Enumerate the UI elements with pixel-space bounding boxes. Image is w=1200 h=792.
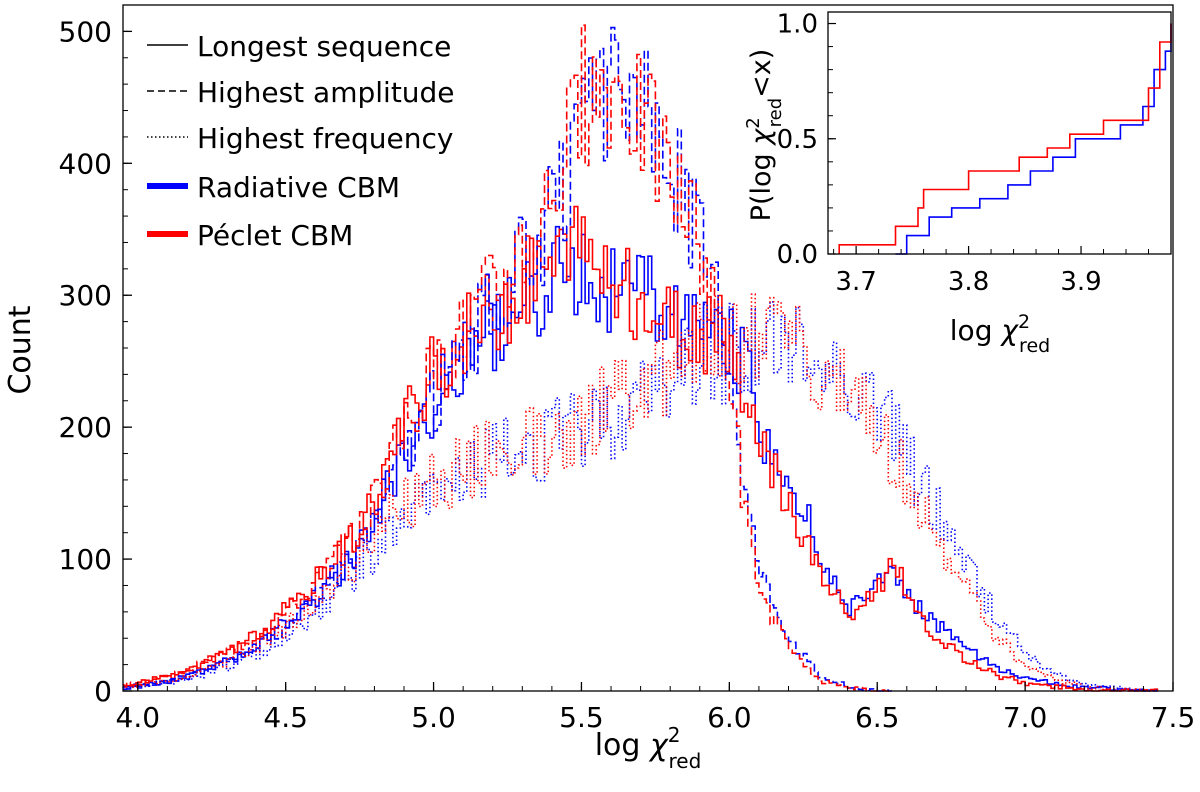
inset-y-tick-label: 0.5 — [777, 125, 818, 155]
legend-label: Radiative CBM — [197, 171, 400, 204]
x-tick-label: 5.5 — [559, 701, 604, 734]
main-x-axis-label: log χ2 red — [595, 723, 702, 773]
main-y-ticks: 0 100 200 300 400 500 — [59, 4, 132, 708]
inset-y-axis-label: P(log χ2red<x) — [743, 49, 786, 222]
histogram-series-line — [123, 293, 1159, 692]
inset-y-tick-label: 1.0 — [777, 10, 818, 40]
inset-x-tick-label: 3.8 — [948, 267, 989, 297]
y-tick-label: 300 — [59, 279, 112, 312]
x-tick-label: 4.0 — [116, 701, 161, 734]
histogram-series-line — [123, 26, 892, 692]
inset-x-tick-label: 3.9 — [1060, 267, 1101, 297]
inset-y-tick-label: 0.0 — [777, 240, 818, 270]
inset-x-ticks: 3.7 3.8 3.9 — [833, 246, 1150, 297]
legend-label: Highest amplitude — [197, 76, 455, 109]
main-x-axis-label-sub: red — [668, 749, 701, 773]
inset-y-axis-label-pre: P(log — [746, 145, 777, 222]
inset-x-axis-label-chi: χ — [999, 314, 1019, 347]
inset-x-axis-label-sup: 2 — [1018, 311, 1030, 333]
legend-label: Highest frequency — [197, 122, 453, 155]
main-x-axis-label-chi: χ — [648, 728, 669, 763]
cumulative-series-line — [838, 23, 1172, 254]
x-tick-label: 5.0 — [411, 701, 456, 734]
histogram-series-line — [123, 24, 892, 692]
inset-x-axis-label: log χ2 red — [950, 311, 1050, 357]
inset-x-axis-label-sub: red — [1019, 335, 1050, 357]
main-series-group — [123, 24, 1159, 692]
histogram-series-line — [123, 225, 1159, 692]
main-x-ticks: 4.0 4.5 5.0 5.5 6.0 6.5 7.0 7.5 — [116, 682, 1196, 734]
main-x-axis-label-base: log — [595, 728, 650, 763]
main-x-axis-label-sup: 2 — [668, 723, 681, 747]
y-tick-label: 400 — [59, 147, 112, 180]
inset-x-axis-label-base: log — [950, 314, 1002, 347]
inset-axes-frame — [827, 11, 1172, 255]
inset-x-tick-label: 3.7 — [835, 267, 876, 297]
inset-y-axis-label-sup: 2 — [743, 117, 764, 128]
legend: Longest sequence Highest amplitude Highe… — [147, 30, 455, 252]
main-y-axis-label: Count — [3, 305, 38, 394]
inset-series-group — [838, 23, 1172, 255]
inset-y-axis-label-chi: χ — [746, 128, 777, 147]
x-tick-label: 7.5 — [1151, 701, 1196, 734]
x-tick-label: 6.0 — [707, 701, 752, 734]
y-tick-label: 100 — [59, 543, 112, 576]
y-tick-label: 0 — [94, 675, 112, 708]
inset-chart: 3.7 3.8 3.9 0.00.51.0 log χ2 red P(log χ2re… — [743, 10, 1172, 357]
y-tick-label: 500 — [59, 15, 112, 48]
legend-label: Longest sequence — [197, 30, 451, 63]
x-tick-label: 4.5 — [263, 701, 308, 734]
inset-y-ticks: 0.0 0.5 1.0 — [777, 10, 836, 270]
inset-background — [828, 12, 1171, 254]
inset-y-axis-label-post: <x) — [746, 49, 777, 98]
x-tick-label: 7.0 — [1003, 701, 1048, 734]
y-tick-label: 200 — [59, 411, 112, 444]
inset-y-axis-label-sub: red — [765, 98, 786, 128]
legend-label: Péclet CBM — [197, 219, 353, 252]
x-tick-label: 6.5 — [855, 701, 900, 734]
